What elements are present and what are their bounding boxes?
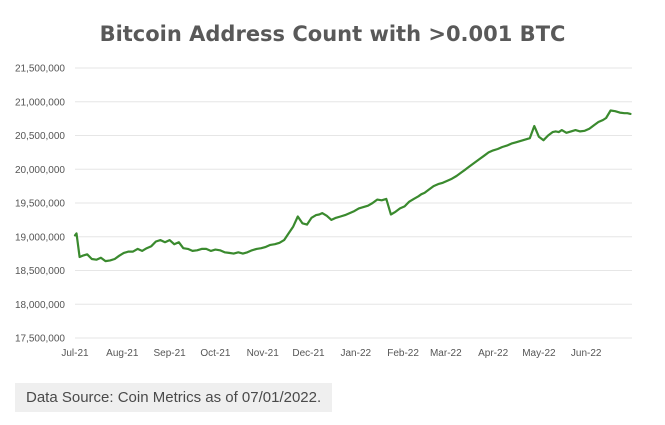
y-tick-label: 20,500,000: [15, 131, 65, 142]
x-tick-label: Jul-21: [61, 348, 89, 359]
x-tick-label: Dec-21: [292, 348, 325, 359]
y-tick-label: 21,000,000: [15, 97, 65, 108]
x-tick-label: Apr-22: [478, 348, 508, 359]
x-tick-label: May-22: [522, 348, 556, 359]
x-tick-label: Oct-21: [200, 348, 230, 359]
x-tick-label: Sep-21: [153, 348, 186, 359]
y-tick-label: 18,000,000: [15, 300, 65, 311]
x-tick-label: Nov-21: [247, 348, 280, 359]
y-tick-label: 19,000,000: [15, 232, 65, 243]
x-tick-label: Mar-22: [430, 348, 462, 359]
x-tick-label: Jan-22: [340, 348, 371, 359]
y-axis-tick-labels: 17,500,000 18,000,000 18,500,000 19,000,000…: [15, 64, 65, 345]
chart-title: Bitcoin Address Count with >0.001 BTC: [99, 22, 566, 46]
line-chart: 17,500,000 18,000,000 18,500,000 19,000,000…: [15, 64, 632, 359]
y-tick-label: 18,500,000: [15, 266, 65, 277]
y-tick-label: 19,500,000: [15, 199, 65, 210]
y-tick-label: 17,500,000: [15, 334, 65, 345]
x-axis-tick-labels: Jul-21 Aug-21 Sep-21 Oct-21 Nov-21 Dec-21 Jan-…: [61, 348, 602, 359]
x-tick-label: Aug-21: [106, 348, 139, 359]
address-count-line: [73, 109, 632, 263]
y-tick-label: 20,000,000: [15, 165, 65, 176]
gridlines: [75, 67, 632, 339]
x-tick-label: Feb-22: [387, 348, 419, 359]
x-tick-label: Jun-22: [571, 348, 602, 359]
y-tick-label: 21,500,000: [15, 64, 65, 75]
data-source-note: Data Source: Coin Metrics as of 07/01/20…: [15, 383, 333, 412]
